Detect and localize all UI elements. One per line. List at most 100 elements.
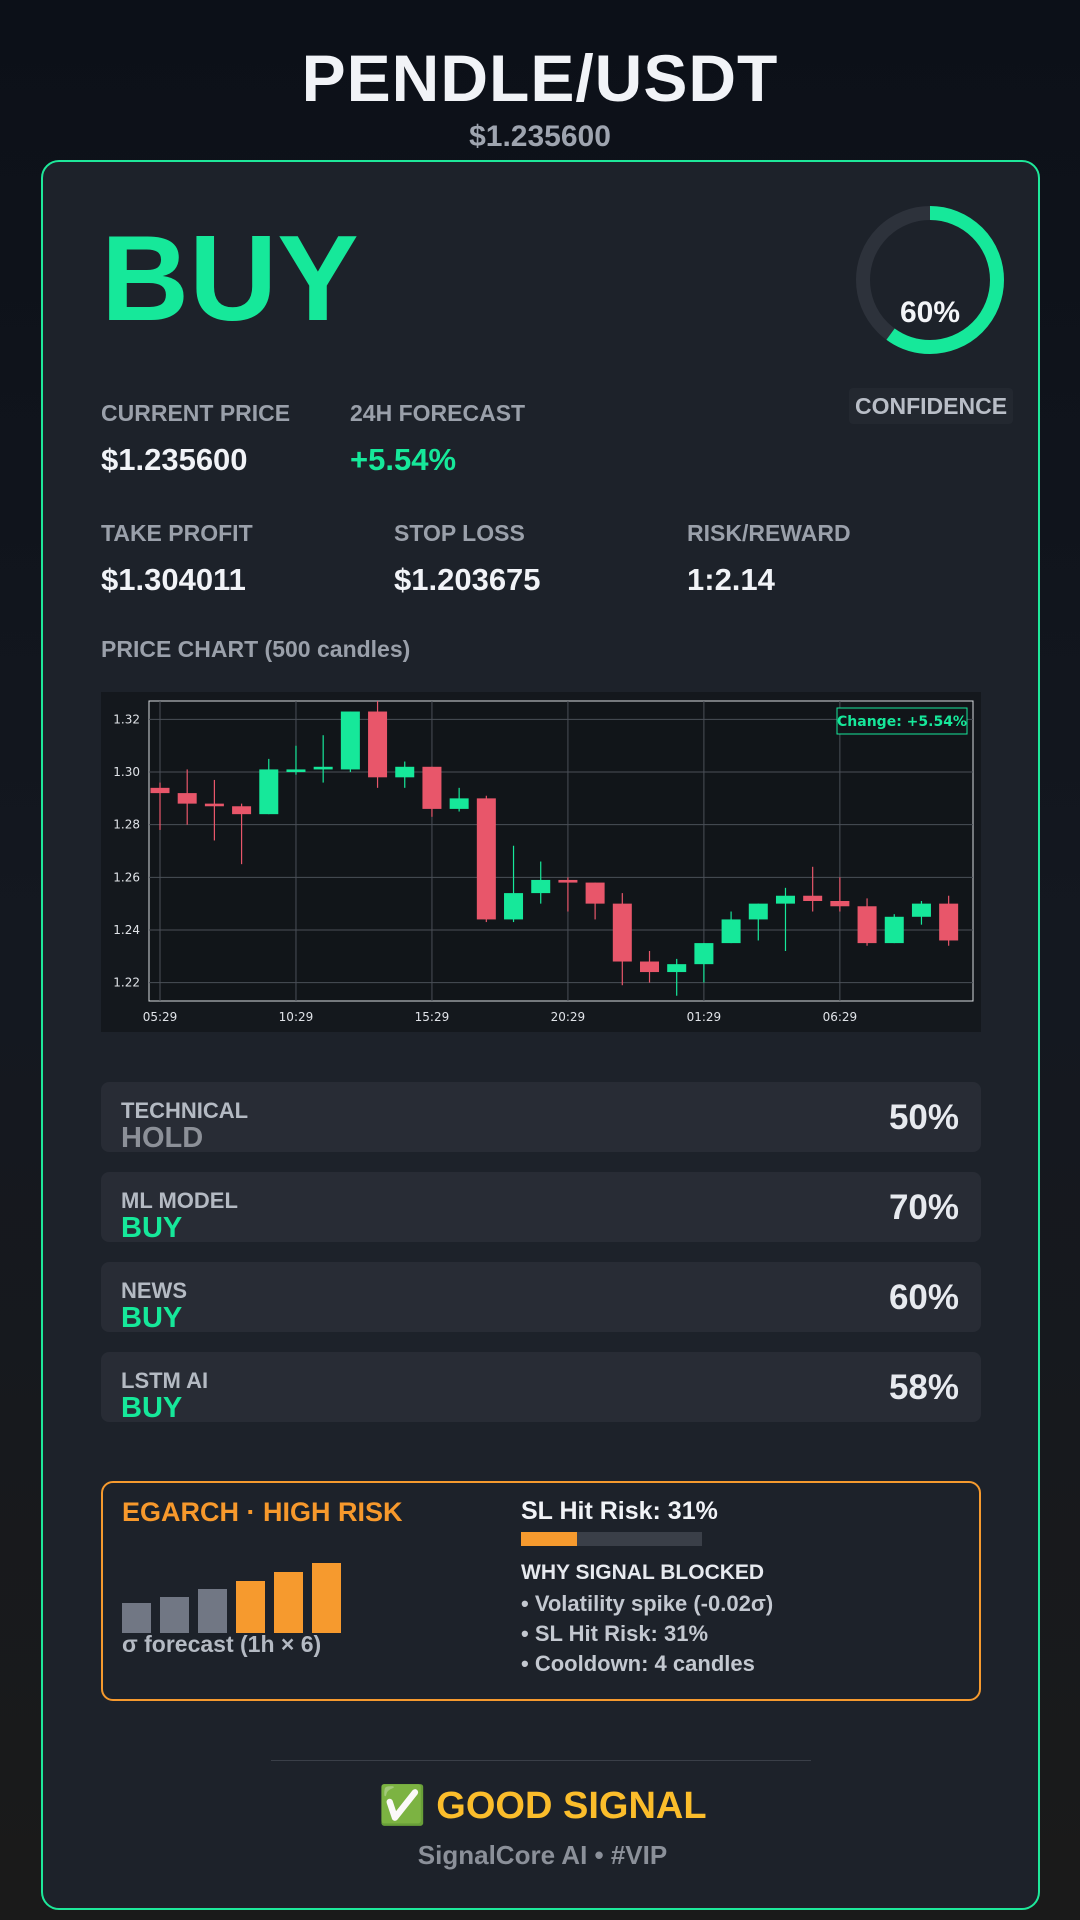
confidence-gauge (856, 206, 1004, 354)
y-tick-label: 1.32 (113, 712, 140, 726)
pair-title: PENDLE/USDT (301, 41, 779, 115)
candle-body (748, 903, 768, 920)
y-tick-label: 1.26 (113, 870, 140, 884)
candle-body (395, 766, 415, 778)
y-tick-label: 1.30 (113, 765, 140, 779)
take-profit-value: $1.304011 (101, 562, 246, 597)
candle-body (531, 879, 551, 894)
risk-panel: EGARCH · HIGH RISK σ forecast (1h × 6) S… (101, 1481, 981, 1701)
component-name: TECHNICAL (121, 1098, 249, 1123)
sigma-bar (236, 1581, 265, 1633)
candle-body (694, 943, 714, 965)
sigma-bar (274, 1572, 303, 1633)
y-tick-label: 1.28 (113, 818, 140, 832)
candle-body (830, 901, 850, 907)
sl-hit-bar-fill (521, 1532, 578, 1546)
candle-body (177, 793, 197, 804)
candle-body (232, 806, 252, 815)
candle-body (286, 769, 306, 773)
component-name: ML MODEL (121, 1188, 238, 1213)
why-item: • SL Hit Risk: 31% (521, 1621, 709, 1646)
candle-body (612, 903, 632, 962)
component-percent: 60% (888, 1278, 959, 1317)
signal-quality: ✅ GOOD SIGNAL (378, 1785, 707, 1827)
signal-label: BUY (101, 210, 359, 346)
candle-body (204, 803, 224, 807)
component-name: NEWS (121, 1278, 187, 1303)
candle-body (558, 879, 578, 883)
x-tick-label: 01:29 (687, 1010, 722, 1024)
change-badge: Change: +5.54% (837, 714, 967, 730)
candle-body (667, 964, 687, 973)
sigma-bar (122, 1602, 151, 1633)
sigma-bar (198, 1589, 227, 1633)
component-signal: BUY (121, 1212, 183, 1244)
candle-body (476, 798, 496, 920)
sl-hit-bar (521, 1532, 702, 1546)
y-tick-label: 1.22 (113, 976, 140, 990)
price-chart: 1.22 1.24 1.26 1.28 1.30 1.32 05:29 10:29 15:29 2… (101, 692, 981, 1032)
candlestick-chart: 1.22 1.24 1.26 1.28 1.30 1.32 05:29 10:29 15:29 2… (113, 700, 974, 1024)
component-panel-news: NEWS BUY 60% (101, 1262, 981, 1334)
stop-loss-label: STOP LOSS (394, 520, 525, 546)
component-percent: 50% (888, 1098, 959, 1137)
sigma-label: σ forecast (1h × 6) (122, 1631, 322, 1657)
candle-body (422, 766, 442, 809)
why-item: • Volatility spike (-0.02σ) (521, 1591, 774, 1616)
component-percent: 70% (888, 1188, 959, 1227)
component-panel-lstm-ai: LSTM AI BUY 58% (101, 1352, 981, 1424)
component-signal: BUY (121, 1302, 183, 1334)
x-tick-label: 15:29 (415, 1010, 450, 1024)
why-blocked-title: WHY SIGNAL BLOCKED (521, 1561, 765, 1584)
component-panel-technical: TECHNICAL HOLD 50% (101, 1082, 981, 1154)
candle-body (313, 766, 333, 770)
candle-body (449, 798, 469, 809)
candle-body (340, 711, 360, 770)
x-tick-label: 20:29 (551, 1010, 586, 1024)
current-price-value: $1.235600 (101, 442, 248, 477)
take-profit-label: TAKE PROFIT (101, 520, 253, 546)
x-tick-label: 10:29 (279, 1010, 314, 1024)
candle-body (857, 906, 877, 944)
candle-body (803, 895, 823, 901)
x-tick-label: 06:29 (823, 1010, 858, 1024)
component-percent: 58% (888, 1368, 959, 1407)
candle-body (721, 919, 741, 944)
why-item: • Cooldown: 4 candles (521, 1651, 755, 1676)
chart-title: PRICE CHART (500 candles) (101, 636, 411, 662)
candle-body (504, 893, 524, 920)
risk-reward-value: 1:2.14 (687, 562, 775, 597)
forecast-label: 24H FORECAST (350, 400, 526, 426)
sl-hit-title: SL Hit Risk: 31% (521, 1497, 718, 1525)
plot-area (148, 700, 974, 1002)
confidence-label: CONFIDENCE (849, 388, 1013, 424)
brand-tag: SignalCore AI • #VIP (417, 1840, 668, 1870)
sigma-bar (160, 1597, 189, 1633)
component-name: LSTM AI (121, 1368, 209, 1393)
component-signal: HOLD (121, 1122, 204, 1154)
forecast-value: +5.54% (350, 442, 457, 477)
change-badge-box (836, 707, 968, 735)
current-price-label: CURRENT PRICE (101, 400, 291, 426)
x-tick-label: 05:29 (143, 1010, 178, 1024)
risk-title: EGARCH · HIGH RISK (122, 1497, 403, 1527)
stop-loss-value: $1.203675 (394, 562, 541, 597)
candle-body (368, 711, 388, 778)
y-tick-label: 1.24 (113, 923, 140, 937)
header-price: $1.235600 (469, 120, 611, 153)
footer-divider (271, 1760, 811, 1761)
candle-body (775, 895, 795, 904)
candle-body (911, 903, 931, 917)
candle-body (884, 916, 904, 944)
candle-body (939, 903, 959, 941)
sigma-forecast-bars (122, 1553, 352, 1633)
signal-card: BUY 60% CONFIDENCE CURRENT PRICE $1.2356… (41, 160, 1040, 1910)
component-signal: BUY (121, 1392, 183, 1424)
sigma-bar (312, 1562, 341, 1633)
component-panel-ml-model: ML MODEL BUY 70% (101, 1172, 981, 1244)
candle-body (150, 787, 170, 794)
candle-body (259, 769, 279, 815)
candle-body (585, 882, 605, 904)
risk-reward-label: RISK/REWARD (687, 520, 851, 546)
candle-body (640, 961, 660, 973)
